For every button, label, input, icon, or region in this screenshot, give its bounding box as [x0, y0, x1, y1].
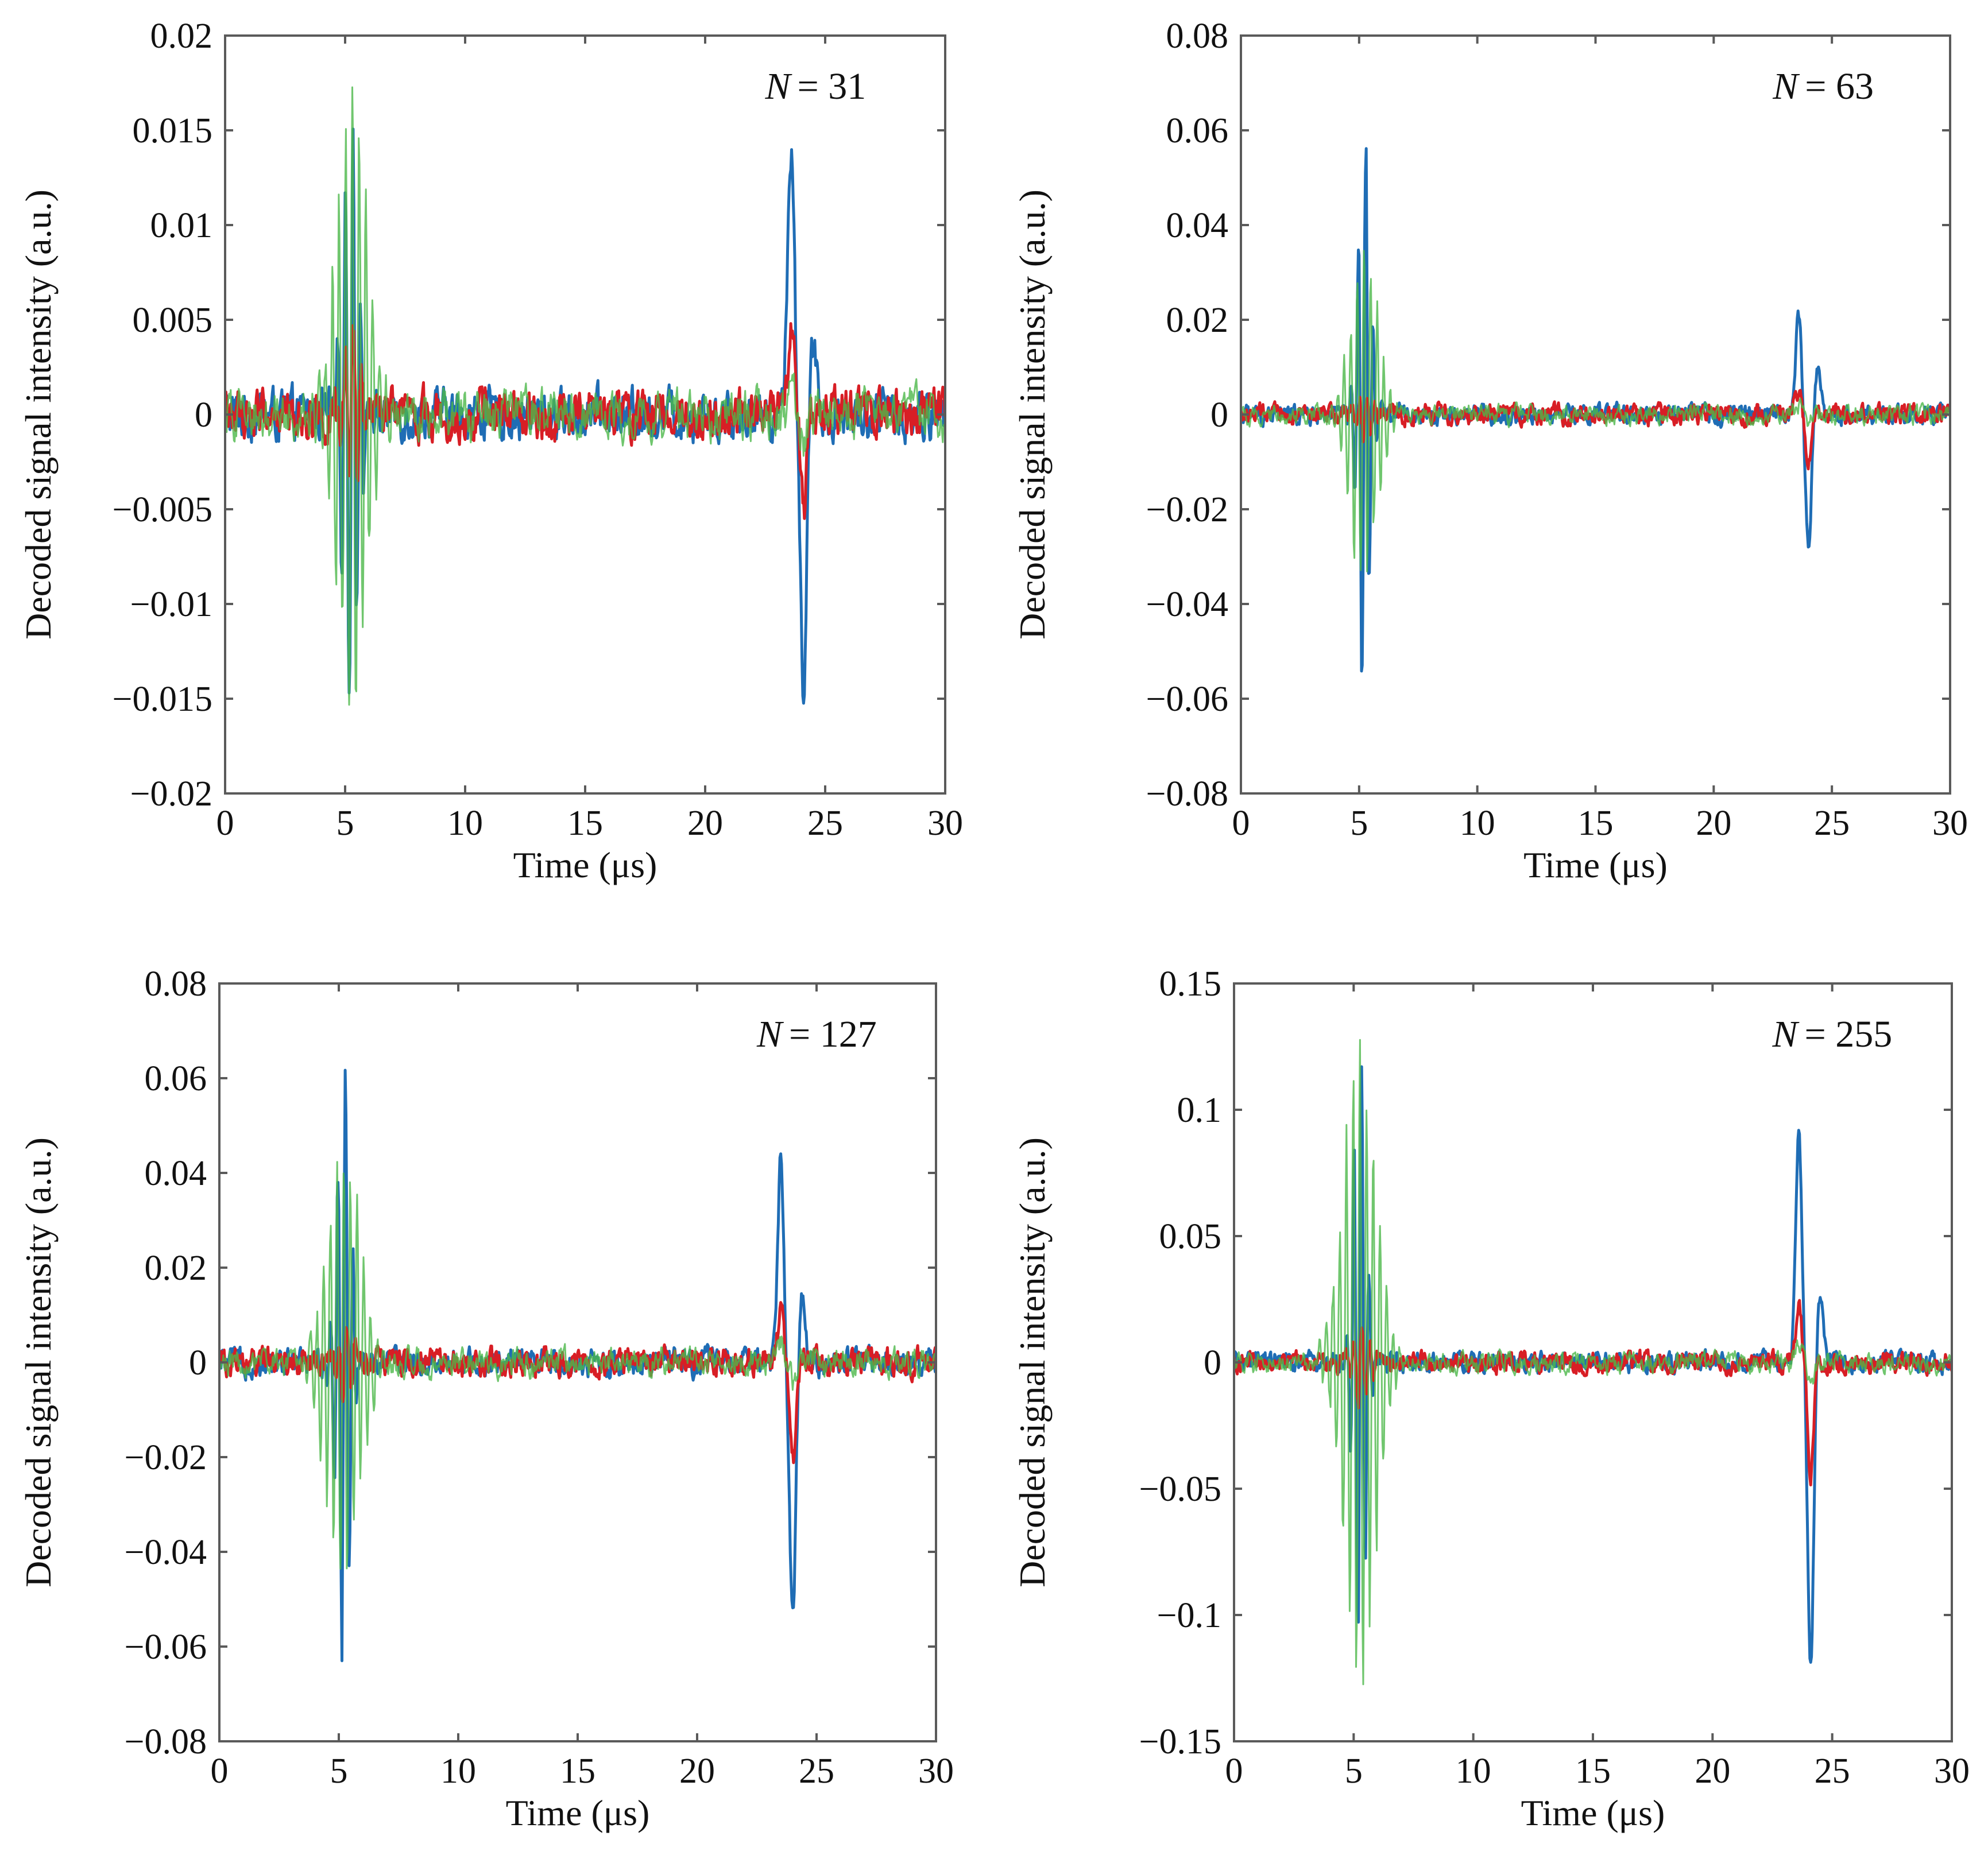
panel-n127: 0 5 10 15 20 25 30 −0.08 −0.06 −0.04 −0.02 0 0.02 0.0…: [18, 965, 954, 1833]
series-line-green: [219, 1161, 936, 1570]
x-tick-label: 30: [918, 1752, 954, 1791]
x-tick-label: 5: [1345, 1752, 1363, 1791]
x-tick-label: 0: [211, 1752, 229, 1791]
series-group: [225, 86, 945, 706]
y-tick-label: −0.1: [1157, 1596, 1221, 1635]
x-tick-label: 15: [560, 1752, 595, 1791]
y-tick-label: −0.08: [1146, 774, 1228, 814]
series-line-green: [225, 86, 945, 706]
y-tick-label: −0.005: [113, 490, 212, 529]
y-tick-label: 0: [189, 1343, 207, 1382]
y-tick-label: 0.08: [1166, 17, 1229, 56]
y-tick-label: −0.15: [1139, 1722, 1221, 1761]
x-tick-label: 25: [799, 1752, 834, 1791]
y-axis-label: Decoded signal intensity (a.u.): [18, 1137, 59, 1587]
y-tick-label: 0.06: [145, 1059, 207, 1098]
n-annotation: N = 31: [765, 65, 867, 107]
y-tick-label: −0.08: [125, 1722, 207, 1761]
x-tick-label: 25: [807, 804, 843, 843]
x-tick-label: 20: [1695, 1752, 1730, 1791]
y-axis-label: Decoded signal intensity (a.u.): [1012, 189, 1053, 640]
x-tick-label: 30: [1932, 804, 1968, 843]
x-axis-label: Time (μs): [513, 845, 657, 885]
y-tick-label: 0: [1210, 396, 1228, 435]
series-group: [1234, 1039, 1952, 1686]
y-tick-label: −0.02: [1146, 490, 1228, 529]
y-tick-label: 0.15: [1159, 965, 1222, 1004]
y-tick-label: 0.02: [1166, 301, 1229, 340]
series-line-green: [1234, 1039, 1952, 1686]
y-tick-label: 0.05: [1159, 1217, 1222, 1256]
n-annotation: N = 255: [1772, 1013, 1893, 1055]
y-tick-label: −0.02: [125, 1438, 207, 1477]
y-tick-label: 0: [1204, 1343, 1221, 1382]
x-tick-label: 10: [1460, 804, 1495, 843]
series-line-green: [1241, 250, 1950, 572]
y-tick-label: 0: [195, 396, 212, 435]
n-annotation-var: N: [1772, 1013, 1800, 1055]
x-tick-label: 15: [567, 804, 603, 843]
n-annotation: N = 127: [756, 1013, 877, 1055]
y-tick-label: 0.02: [150, 17, 213, 56]
y-tick-label: 0.08: [145, 965, 207, 1004]
y-tick-label: 0.04: [1166, 206, 1229, 245]
x-tick-label: 25: [1815, 1752, 1850, 1791]
x-tick-label: 5: [337, 804, 354, 843]
x-tick-label: 0: [216, 804, 234, 843]
y-axis-label: Decoded signal intensity (a.u.): [1012, 1137, 1053, 1587]
x-axis-label: Time (μs): [1521, 1792, 1665, 1833]
panel-n255: 0 5 10 15 20 25 30 −0.15 −0.1 −0.05 0 0.05 0.1 0.15 Ti…: [1012, 965, 1970, 1833]
y-tick-label: 0.015: [133, 111, 213, 150]
x-tick-label: 20: [1696, 804, 1731, 843]
x-tick-label: 10: [447, 804, 483, 843]
y-tick-label: 0.02: [145, 1249, 207, 1288]
y-tick-label: 0.1: [1177, 1091, 1222, 1130]
y-tick-label: −0.015: [113, 680, 212, 719]
x-tick-label: 25: [1814, 804, 1850, 843]
x-tick-label: 20: [687, 804, 723, 843]
x-tick-label: 10: [440, 1752, 476, 1791]
x-tick-label: 0: [1232, 804, 1250, 843]
y-tick-label: −0.04: [125, 1533, 207, 1572]
x-tick-label: 15: [1578, 804, 1614, 843]
n-annotation-value: = 31: [798, 65, 867, 107]
panel-n63: 0 5 10 15 20 25 30 −0.08 −0.06 −0.04 −0.02 0 0.02 0.0…: [1012, 17, 1968, 885]
x-tick-label: 5: [1350, 804, 1368, 843]
n-annotation-value: = 127: [789, 1013, 877, 1055]
y-axis-label: Decoded signal intensity (a.u.): [18, 189, 59, 640]
x-tick-label: 30: [1934, 1752, 1970, 1791]
series-group: [219, 1068, 936, 1663]
x-tick-label: 0: [1225, 1752, 1243, 1791]
x-tick-label: 10: [1456, 1752, 1491, 1791]
n-annotation-value: = 63: [1805, 65, 1874, 107]
x-tick-label: 15: [1575, 1752, 1611, 1791]
x-tick-label: 30: [927, 804, 963, 843]
y-tick-label: 0.01: [150, 206, 213, 245]
y-tick-label: −0.01: [130, 585, 212, 624]
y-tick-label: −0.06: [125, 1628, 207, 1667]
y-tick-label: −0.02: [130, 774, 212, 814]
series-group: [1241, 147, 1950, 673]
n-annotation: N = 63: [1772, 65, 1874, 107]
x-axis-label: Time (μs): [506, 1792, 650, 1833]
n-annotation-var: N: [765, 65, 793, 107]
n-annotation-value: = 255: [1805, 1013, 1893, 1055]
x-tick-label: 20: [679, 1752, 715, 1791]
x-axis-label: Time (μs): [1523, 845, 1668, 885]
y-tick-label: −0.04: [1146, 585, 1228, 624]
y-tick-label: −0.06: [1146, 680, 1228, 719]
y-tick-label: −0.05: [1139, 1470, 1221, 1509]
panel-n31: 0 5 10 15 20 25 30 −0.02 −0.015 −0.01 −0.005 0 0.005…: [18, 17, 963, 885]
y-tick-label: 0.06: [1166, 111, 1229, 150]
n-annotation-var: N: [756, 1013, 784, 1055]
y-tick-label: 0.005: [133, 301, 213, 340]
n-annotation-var: N: [1772, 65, 1800, 107]
x-tick-label: 5: [330, 1752, 348, 1791]
y-tick-label: 0.04: [145, 1154, 207, 1193]
